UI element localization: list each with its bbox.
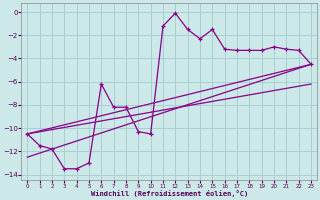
X-axis label: Windchill (Refroidissement éolien,°C): Windchill (Refroidissement éolien,°C) xyxy=(91,190,248,197)
